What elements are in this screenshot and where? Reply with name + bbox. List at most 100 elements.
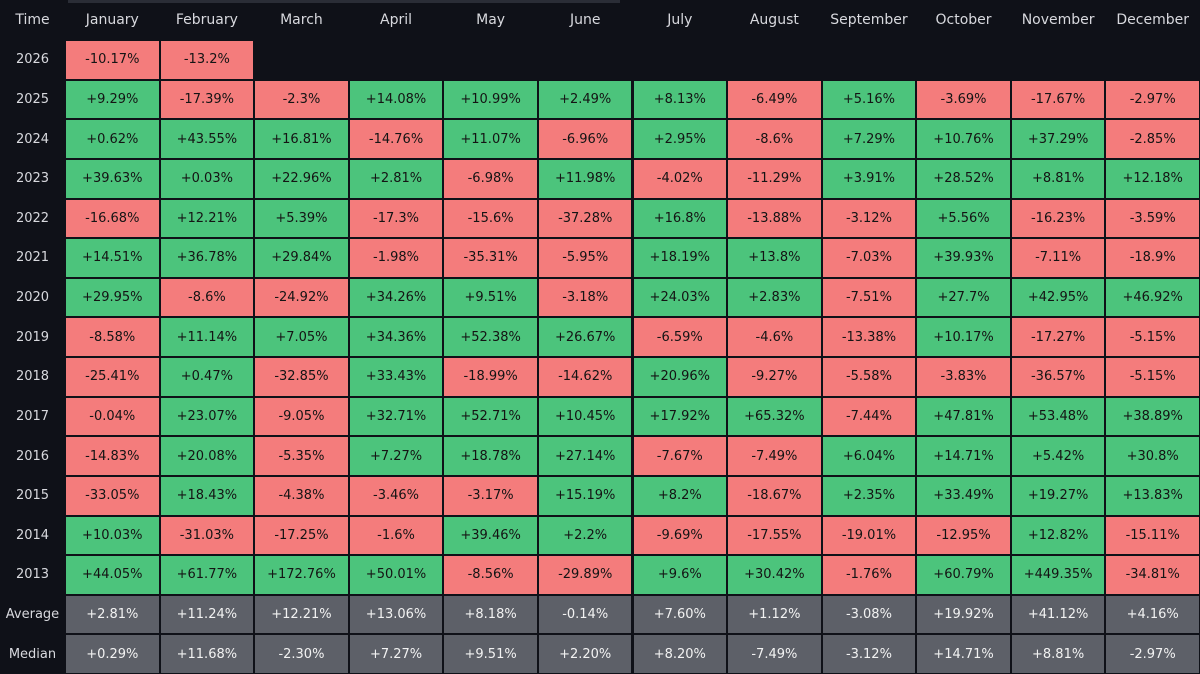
return-cell: +5.39% bbox=[255, 199, 348, 238]
return-cell: -4.02% bbox=[633, 159, 727, 198]
return-cell: -5.15% bbox=[1106, 318, 1199, 356]
return-cell: +0.47% bbox=[160, 358, 254, 396]
return-cell: -18.67% bbox=[728, 476, 821, 515]
column-header: September bbox=[830, 12, 908, 28]
return-cell: -3.46% bbox=[349, 476, 443, 515]
return-cell: -8.56% bbox=[444, 556, 537, 594]
return-cell: -4.6% bbox=[728, 318, 821, 356]
return-cell: +10.76% bbox=[917, 120, 1010, 158]
return-cell: -17.39% bbox=[160, 80, 254, 119]
return-cell: +18.19% bbox=[633, 239, 727, 277]
return-cell: +16.8% bbox=[633, 199, 727, 238]
return-cell: +10.03% bbox=[66, 516, 159, 555]
return-cell: -3.08% bbox=[822, 595, 916, 634]
return-cell: -10.17% bbox=[66, 41, 159, 79]
return-cell: -7.49% bbox=[728, 635, 821, 673]
return-cell: +34.26% bbox=[349, 278, 443, 317]
return-cell: +8.2% bbox=[633, 476, 727, 515]
return-cell: -9.69% bbox=[633, 516, 727, 555]
row-label: Average bbox=[5, 607, 60, 623]
return-cell: +9.51% bbox=[444, 635, 537, 673]
return-cell: -2.30% bbox=[255, 635, 348, 673]
return-cell: -3.17% bbox=[444, 476, 537, 515]
return-cell: +39.63% bbox=[66, 159, 159, 198]
return-cell: +2.81% bbox=[349, 159, 443, 198]
return-cell: +20.96% bbox=[633, 358, 727, 396]
return-cell: +27.7% bbox=[917, 278, 1010, 317]
row-label: 2017 bbox=[15, 408, 50, 424]
return-cell: -33.05% bbox=[66, 476, 159, 515]
return-cell: +60.79% bbox=[917, 556, 1010, 594]
return-cell: -36.57% bbox=[1011, 358, 1105, 396]
return-cell: +46.92% bbox=[1106, 278, 1199, 317]
return-cell: -34.81% bbox=[1106, 556, 1199, 594]
return-cell: +449.35% bbox=[1011, 556, 1105, 594]
column-header: January bbox=[85, 12, 139, 28]
return-cell: +7.05% bbox=[255, 318, 348, 356]
return-cell: +10.99% bbox=[444, 80, 537, 119]
return-cell: +30.8% bbox=[1106, 437, 1199, 475]
return-cell: -15.6% bbox=[444, 199, 537, 238]
return-cell: +1.12% bbox=[728, 595, 821, 634]
return-cell: -3.83% bbox=[917, 358, 1010, 396]
scrollbar bbox=[68, 0, 620, 3]
column-header: May bbox=[476, 12, 506, 28]
return-cell: +18.43% bbox=[160, 476, 254, 515]
return-cell: +33.43% bbox=[349, 358, 443, 396]
return-cell: +27.14% bbox=[538, 437, 632, 475]
return-cell: +6.04% bbox=[822, 437, 916, 475]
return-cell: -2.3% bbox=[255, 80, 348, 119]
return-cell: +18.78% bbox=[444, 437, 537, 475]
return-cell: +42.95% bbox=[1011, 278, 1105, 317]
return-cell: +14.08% bbox=[349, 80, 443, 119]
return-cell: +19.27% bbox=[1011, 476, 1105, 515]
return-cell: +24.03% bbox=[633, 278, 727, 317]
column-header: June bbox=[569, 12, 601, 28]
return-cell: -0.14% bbox=[538, 595, 632, 634]
row-label: 2015 bbox=[15, 488, 50, 504]
return-cell: +22.96% bbox=[255, 159, 348, 198]
row-label: 2019 bbox=[15, 329, 50, 345]
return-cell: +65.32% bbox=[728, 397, 821, 436]
return-cell: -3.59% bbox=[1106, 199, 1199, 238]
return-cell: -37.28% bbox=[538, 199, 632, 238]
column-header: November bbox=[1021, 12, 1095, 28]
return-cell: +52.38% bbox=[444, 318, 537, 356]
return-cell: -7.44% bbox=[822, 397, 916, 436]
return-cell: +8.13% bbox=[633, 80, 727, 119]
return-cell: -7.03% bbox=[822, 239, 916, 277]
return-cell: +26.67% bbox=[538, 318, 632, 356]
return-cell: +9.29% bbox=[66, 80, 159, 119]
return-cell: -31.03% bbox=[160, 516, 254, 555]
return-cell: -17.55% bbox=[728, 516, 821, 555]
return-cell: -9.05% bbox=[255, 397, 348, 436]
return-cell: +5.16% bbox=[822, 80, 916, 119]
return-cell: +14.51% bbox=[66, 239, 159, 277]
return-cell: +61.77% bbox=[160, 556, 254, 594]
return-cell: +11.98% bbox=[538, 159, 632, 198]
return-cell: +2.81% bbox=[66, 595, 159, 634]
return-cell: +7.60% bbox=[633, 595, 727, 634]
column-header: December bbox=[1116, 12, 1189, 28]
row-label: 2018 bbox=[15, 369, 50, 385]
return-cell: +0.62% bbox=[66, 120, 159, 158]
return-cell: -3.69% bbox=[917, 80, 1010, 119]
return-cell: -15.11% bbox=[1106, 516, 1199, 555]
return-cell: +13.83% bbox=[1106, 476, 1199, 515]
return-cell: +32.71% bbox=[349, 397, 443, 436]
return-cell: -35.31% bbox=[444, 239, 537, 277]
return-cell: -24.92% bbox=[255, 278, 348, 317]
return-cell: +36.78% bbox=[160, 239, 254, 277]
return-cell: +0.03% bbox=[160, 159, 254, 198]
return-cell: -9.27% bbox=[728, 358, 821, 396]
return-cell: +50.01% bbox=[349, 556, 443, 594]
return-cell: -6.96% bbox=[538, 120, 632, 158]
return-cell: +52.71% bbox=[444, 397, 537, 436]
column-header: Time bbox=[15, 12, 50, 28]
return-cell: +5.56% bbox=[917, 199, 1010, 238]
column-header: August bbox=[749, 12, 799, 28]
return-cell: -16.68% bbox=[66, 199, 159, 238]
return-cell: +172.76% bbox=[255, 556, 348, 594]
return-cell: -2.85% bbox=[1106, 120, 1199, 158]
return-cell: +8.20% bbox=[633, 635, 727, 673]
